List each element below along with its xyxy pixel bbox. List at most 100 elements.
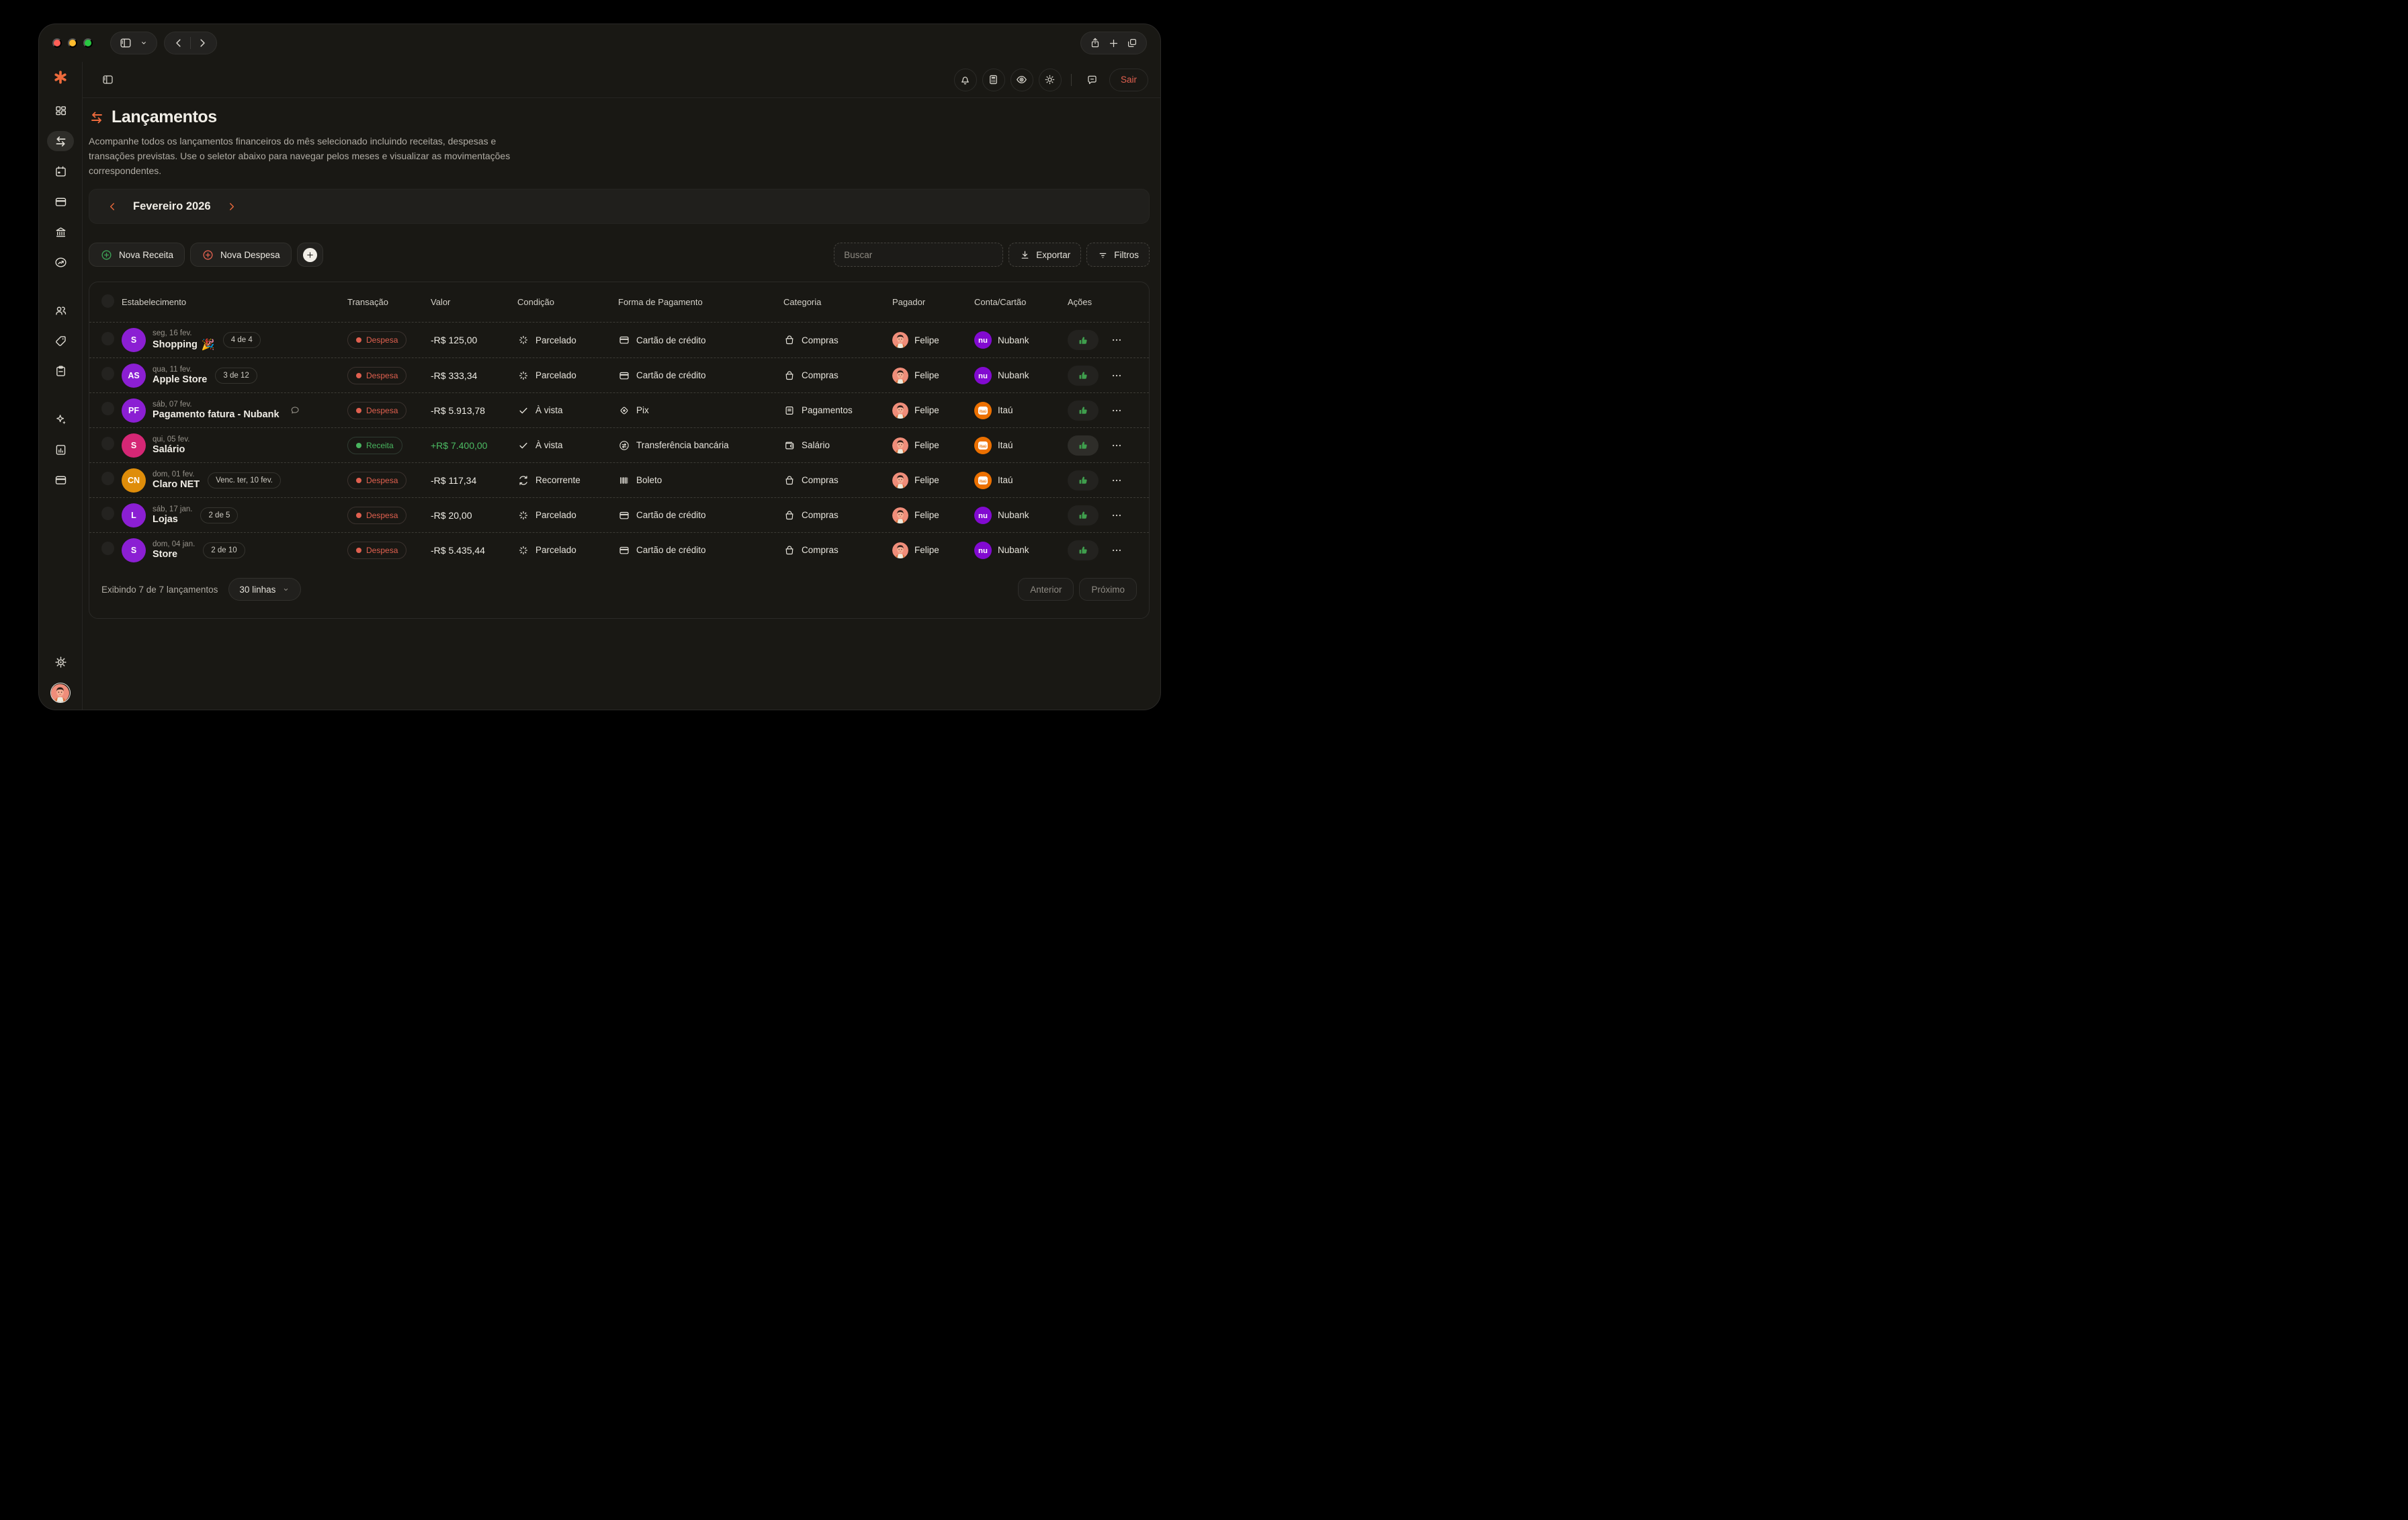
sidebar-item-tags[interactable] (47, 331, 74, 351)
minimize-window-button[interactable] (68, 38, 77, 48)
approve-button[interactable] (1068, 330, 1099, 350)
swap-arrows-icon (54, 134, 68, 149)
row-menu-button[interactable] (1111, 509, 1123, 521)
new-tab-button[interactable] (1107, 36, 1121, 50)
table-row: S seg, 16 fev. Shopping 🎉 4 de 4 Despesa … (89, 323, 1149, 357)
merchant-avatar: S (122, 538, 146, 562)
select-all-checkbox[interactable] (101, 294, 114, 308)
row-menu-button[interactable] (1111, 474, 1123, 487)
rows-per-page-select[interactable]: 30 linhas (228, 578, 302, 601)
sidebar-item-cards[interactable] (47, 192, 74, 212)
comment-indicator[interactable] (289, 405, 301, 417)
row-menu-button[interactable] (1111, 370, 1123, 382)
column-header: Condição (517, 297, 554, 307)
more-actions-button[interactable] (296, 243, 323, 267)
row-checkbox[interactable] (101, 367, 114, 380)
collapse-sidebar-button[interactable] (100, 72, 116, 87)
nav-forward-button[interactable] (195, 36, 210, 50)
row-checkbox[interactable] (101, 542, 114, 555)
approve-button[interactable] (1068, 540, 1099, 560)
sparkles-icon (54, 413, 68, 427)
merchant-avatar: L (122, 503, 146, 527)
itau-logo (974, 437, 992, 454)
sidebar-item-members[interactable] (47, 300, 74, 321)
row-checkbox[interactable] (101, 331, 114, 345)
calculator-button[interactable] (982, 68, 1005, 91)
next-month-button[interactable] (226, 201, 237, 212)
logout-button[interactable]: Sair (1109, 68, 1148, 91)
sidebar-item-transactions[interactable] (47, 131, 74, 151)
thumbs-up-icon (1078, 370, 1089, 381)
theme-button[interactable] (1038, 68, 1062, 91)
next-page-button[interactable]: Próximo (1079, 578, 1137, 601)
payer-avatar (892, 437, 908, 454)
previous-page-button[interactable]: Anterior (1018, 578, 1074, 601)
credit-card-icon (54, 195, 68, 209)
month-selector: Fevereiro 2026 (89, 189, 1150, 224)
calendar-icon (54, 165, 68, 179)
grid-icon (54, 104, 68, 118)
app-logo (53, 70, 68, 85)
feedback-button[interactable] (1081, 69, 1104, 91)
sidebar-menu-chevron[interactable] (138, 37, 150, 49)
approve-button[interactable] (1068, 365, 1099, 386)
sidebar-item-investments[interactable] (47, 252, 74, 272)
transaction-type-badge: Despesa (347, 506, 407, 524)
merchant-name: Apple Store (153, 374, 208, 385)
barcode-icon (618, 474, 630, 487)
thumbs-up-icon (1078, 544, 1089, 556)
installment-badge: 2 de 10 (203, 542, 245, 558)
nubank-logo (974, 507, 992, 524)
nav-divider (190, 37, 191, 49)
share-button[interactable] (1088, 36, 1103, 50)
shopping-bag-icon (783, 544, 796, 556)
approve-button[interactable] (1068, 505, 1099, 525)
shopping-bag-icon (783, 334, 796, 346)
row-menu-button[interactable] (1111, 405, 1123, 417)
privacy-button[interactable] (1010, 68, 1033, 91)
row-checkbox[interactable] (101, 472, 114, 485)
approve-button[interactable] (1068, 400, 1099, 421)
user-avatar[interactable] (50, 683, 71, 703)
sidebar-item-ai[interactable] (47, 409, 74, 429)
zoom-window-button[interactable] (83, 38, 93, 48)
close-window-button[interactable] (52, 38, 62, 48)
sidebar-item-dashboard[interactable] (47, 101, 74, 121)
approve-button[interactable] (1068, 435, 1099, 456)
sidebar-item-calendar[interactable] (47, 161, 74, 181)
table-row: S qui, 05 fev. Salário Receita +R$ 7.400… (89, 427, 1149, 462)
card-icon (54, 473, 68, 487)
row-checkbox[interactable] (101, 402, 114, 415)
new-expense-button[interactable]: Nova Despesa (190, 243, 292, 267)
sidebar-item-subscriptions[interactable] (47, 470, 74, 490)
column-header: Pagador (892, 297, 926, 307)
filters-button[interactable]: Filtros (1086, 243, 1150, 267)
month-label: Fevereiro 2026 (133, 200, 211, 212)
sidebar-item-settings[interactable] (47, 652, 74, 672)
row-menu-button[interactable] (1111, 439, 1123, 452)
export-button[interactable]: Exportar (1008, 243, 1082, 267)
shopping-bag-icon (783, 474, 796, 487)
sidebar-item-banks[interactable] (47, 222, 74, 242)
tab-overview-button[interactable] (1125, 36, 1140, 50)
transaction-value: -R$ 117,34 (431, 474, 477, 486)
approve-button[interactable] (1068, 470, 1099, 491)
sidebar-item-reports[interactable] (47, 439, 74, 460)
plus-circle-red-icon (202, 249, 214, 261)
previous-month-button[interactable] (107, 201, 118, 212)
transaction-value: -R$ 125,00 (431, 335, 478, 345)
row-menu-button[interactable] (1111, 544, 1123, 556)
notifications-button[interactable] (953, 68, 977, 91)
swap-arrows-icon (89, 110, 105, 126)
recurring-icon (517, 474, 529, 487)
row-menu-button[interactable] (1111, 334, 1123, 346)
search-input[interactable] (834, 243, 1004, 267)
toggle-sidebar-button[interactable] (118, 35, 134, 51)
row-checkbox[interactable] (101, 507, 114, 520)
nav-back-button[interactable] (171, 36, 186, 50)
table-row: L sáb, 17 jan. Lojas 2 de 5 Despesa -R$ … (89, 497, 1149, 532)
new-income-button[interactable]: Nova Receita (89, 243, 185, 267)
transaction-type-badge: Despesa (347, 541, 407, 559)
row-checkbox[interactable] (101, 437, 114, 450)
sidebar-item-notes[interactable] (47, 361, 74, 381)
